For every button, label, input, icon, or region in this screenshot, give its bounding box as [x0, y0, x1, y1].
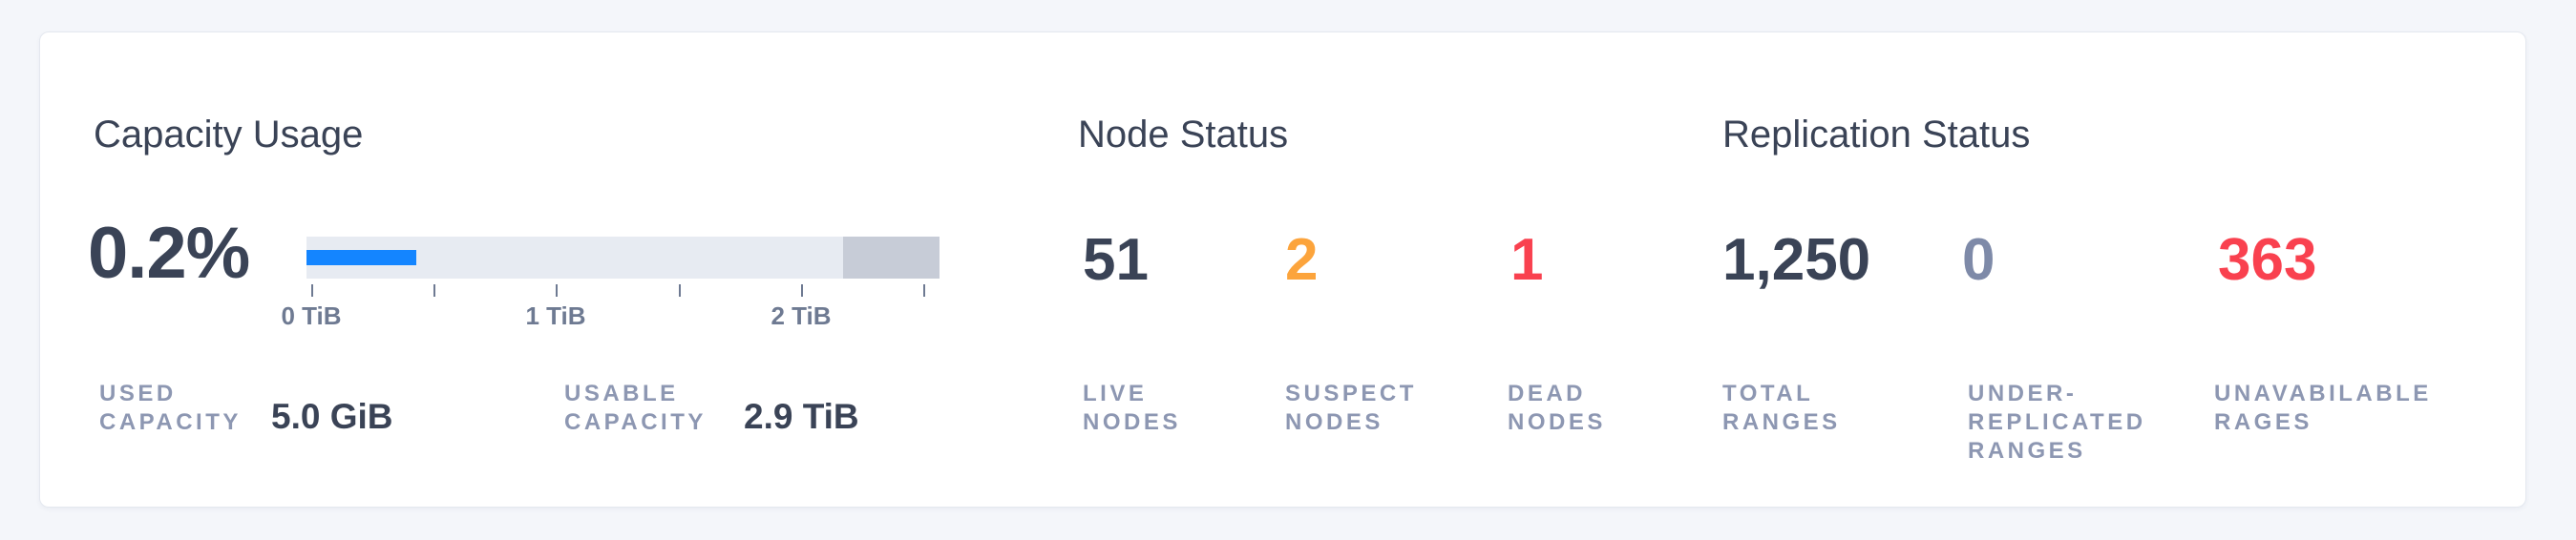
node-status-title: Node Status: [1078, 114, 1289, 156]
suspect-nodes-label-line1: SUSPECT: [1285, 381, 1417, 406]
unavailable-ranges-label-line1: UNAVABILABLE: [2214, 381, 2432, 406]
capacity-bar-used-segment: [306, 250, 417, 265]
axis-tick: [433, 284, 436, 297]
under-replicated-ranges-count: 0: [1962, 227, 1995, 293]
under-replicated-label-line3: RANGES: [1968, 438, 2086, 464]
unavailable-ranges-count: 363: [2218, 227, 2317, 293]
axis-tick-label-2tib: 2 TiB: [771, 301, 832, 330]
live-nodes-label: LIVE NODES: [1083, 380, 1181, 437]
dead-nodes-label: DEAD NODES: [1508, 380, 1606, 437]
capacity-bar-reserved-segment: [843, 237, 940, 279]
cluster-summary-card: Capacity Usage 0.2% 0 TiB 1 TiB 2 TiB US…: [39, 31, 2526, 508]
used-capacity-value: 5.0 GiB: [271, 397, 393, 436]
live-nodes-label-line2: NODES: [1083, 409, 1181, 435]
under-replicated-label-line1: UNDER-: [1968, 381, 2078, 406]
dead-nodes-label-line2: NODES: [1508, 409, 1606, 435]
suspect-nodes-count: 2: [1285, 227, 1319, 293]
suspect-nodes-label-line2: NODES: [1285, 409, 1383, 435]
under-replicated-label-line2: REPLICATED: [1968, 409, 2146, 435]
suspect-nodes-label: SUSPECT NODES: [1285, 380, 1417, 437]
usable-capacity-value: 2.9 TiB: [744, 397, 859, 436]
used-capacity-label: USED CAPACITY: [99, 380, 242, 437]
axis-tick: [800, 284, 803, 297]
dead-nodes-count: 1: [1510, 227, 1544, 293]
used-capacity-label-line2: CAPACITY: [99, 409, 242, 435]
replication-status-title: Replication Status: [1722, 114, 2031, 156]
capacity-usage-title: Capacity Usage: [94, 114, 364, 156]
total-ranges-label-line2: RANGES: [1722, 409, 1841, 435]
live-nodes-count: 51: [1083, 227, 1149, 293]
axis-tick: [556, 284, 559, 297]
under-replicated-ranges-label: UNDER- REPLICATED RANGES: [1968, 380, 2146, 466]
axis-tick-label-1tib: 1 TiB: [525, 301, 586, 330]
total-ranges-label: TOTAL RANGES: [1722, 380, 1841, 437]
total-ranges-label-line1: TOTAL: [1722, 381, 1814, 406]
usable-capacity-label-line2: CAPACITY: [564, 409, 707, 435]
axis-tick: [923, 284, 926, 297]
usable-capacity-label: USABLE CAPACITY: [564, 380, 707, 437]
used-capacity-label-line1: USED: [99, 381, 177, 406]
capacity-bar-chart: [306, 237, 940, 279]
live-nodes-label-line1: LIVE: [1083, 381, 1148, 406]
dead-nodes-label-line1: DEAD: [1508, 381, 1587, 406]
axis-tick-label-0tib: 0 TiB: [281, 301, 342, 330]
capacity-used-percent: 0.2%: [88, 213, 250, 294]
usable-capacity-label-line1: USABLE: [564, 381, 679, 406]
unavailable-ranges-label-line2: RAGES: [2214, 409, 2312, 435]
total-ranges-count: 1,250: [1722, 227, 1871, 293]
axis-tick: [310, 284, 313, 297]
capacity-axis-ticks: [306, 284, 940, 297]
axis-tick: [678, 284, 681, 297]
unavailable-ranges-label: UNAVABILABLE RAGES: [2214, 380, 2432, 437]
